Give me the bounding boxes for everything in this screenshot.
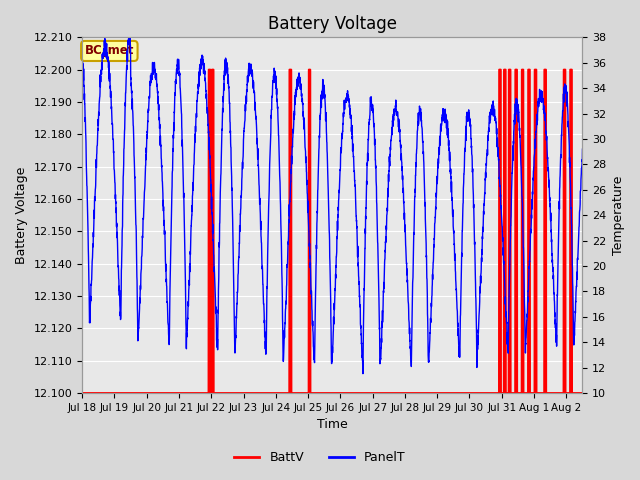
Legend: BattV, PanelT: BattV, PanelT	[229, 446, 411, 469]
Y-axis label: Temperature: Temperature	[612, 176, 625, 255]
Text: BC_met: BC_met	[84, 45, 134, 58]
Y-axis label: Battery Voltage: Battery Voltage	[15, 167, 28, 264]
Title: Battery Voltage: Battery Voltage	[268, 15, 397, 33]
X-axis label: Time: Time	[317, 419, 348, 432]
